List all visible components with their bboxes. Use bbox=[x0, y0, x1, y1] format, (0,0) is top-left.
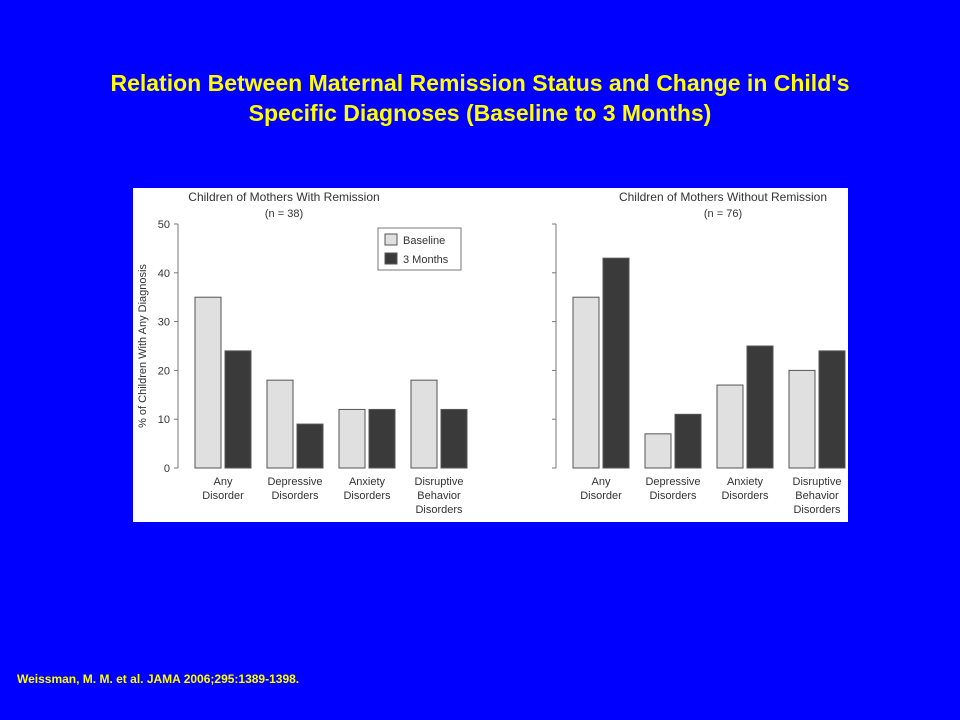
bar-baseline bbox=[644, 433, 672, 469]
legend-swatch-3-months bbox=[384, 252, 398, 265]
bar-3-months bbox=[440, 408, 468, 469]
slide-title-line-2: Specific Diagnoses (Baseline to 3 Months… bbox=[248, 100, 712, 126]
category-label: Any bbox=[592, 476, 611, 488]
bar-baseline bbox=[716, 384, 744, 469]
category-label: Disruptive bbox=[415, 476, 464, 488]
legend-label: Baseline bbox=[403, 235, 445, 247]
legend-label: 3 Months bbox=[403, 254, 449, 266]
chart-title: Children of Mothers Without Remission bbox=[619, 190, 827, 204]
category-label: Disorders bbox=[793, 504, 841, 516]
bar-3-months bbox=[818, 350, 846, 469]
bar-baseline bbox=[266, 379, 294, 469]
legend-swatch-baseline bbox=[384, 233, 398, 246]
category-label: Disorder bbox=[202, 490, 244, 502]
y-tick-label: 20 bbox=[158, 365, 170, 377]
bar-baseline bbox=[410, 379, 438, 469]
category-label: Behavior bbox=[795, 490, 839, 502]
bar-3-months bbox=[296, 423, 324, 469]
category-label: Behavior bbox=[417, 490, 461, 502]
slide-title-line-1: Relation Between Maternal Remission Stat… bbox=[110, 70, 850, 96]
category-label: Depressive bbox=[267, 476, 322, 488]
citation: Weissman, M. M. et al. JAMA 2006;295:138… bbox=[17, 672, 300, 686]
category-label: Disorders bbox=[415, 504, 463, 516]
chart-subtitle: (n = 38) bbox=[265, 208, 303, 220]
y-tick-label: 50 bbox=[158, 219, 170, 231]
category-label: Disorders bbox=[343, 490, 391, 502]
category-label: Disruptive bbox=[793, 476, 842, 488]
bar-baseline bbox=[338, 408, 366, 469]
slide-title: Relation Between Maternal Remission Stat… bbox=[20, 68, 940, 128]
bar-3-months bbox=[602, 257, 630, 469]
bar-3-months bbox=[368, 408, 396, 469]
y-axis-label: % of Children With Any Diagnosis bbox=[137, 264, 149, 428]
chart-subtitle: (n = 76) bbox=[704, 208, 742, 220]
y-tick-label: 30 bbox=[158, 317, 170, 329]
bar-baseline bbox=[572, 296, 600, 469]
bar-3-months bbox=[674, 413, 702, 469]
category-label: Any bbox=[214, 476, 233, 488]
y-tick-label: 10 bbox=[158, 414, 170, 426]
bar-baseline bbox=[788, 369, 816, 469]
category-label: Anxiety bbox=[727, 476, 764, 488]
bar-3-months bbox=[224, 350, 252, 469]
category-label: Disorders bbox=[721, 490, 769, 502]
y-tick-label: 40 bbox=[158, 268, 170, 280]
category-label: Depressive bbox=[645, 476, 700, 488]
y-tick-label: 0 bbox=[164, 463, 170, 475]
category-label: Disorders bbox=[649, 490, 697, 502]
category-label: Disorder bbox=[580, 490, 622, 502]
bar-baseline bbox=[194, 296, 222, 469]
category-label: Anxiety bbox=[349, 476, 386, 488]
chart-canvas: Children of Mothers With Remission (n = 3… bbox=[137, 190, 846, 516]
bar-3-months bbox=[746, 345, 774, 469]
chart-title: Children of Mothers With Remission bbox=[188, 190, 379, 204]
chart-figure: Children of Mothers With Remission (n = 3… bbox=[133, 188, 848, 522]
category-label: Disorders bbox=[271, 490, 319, 502]
